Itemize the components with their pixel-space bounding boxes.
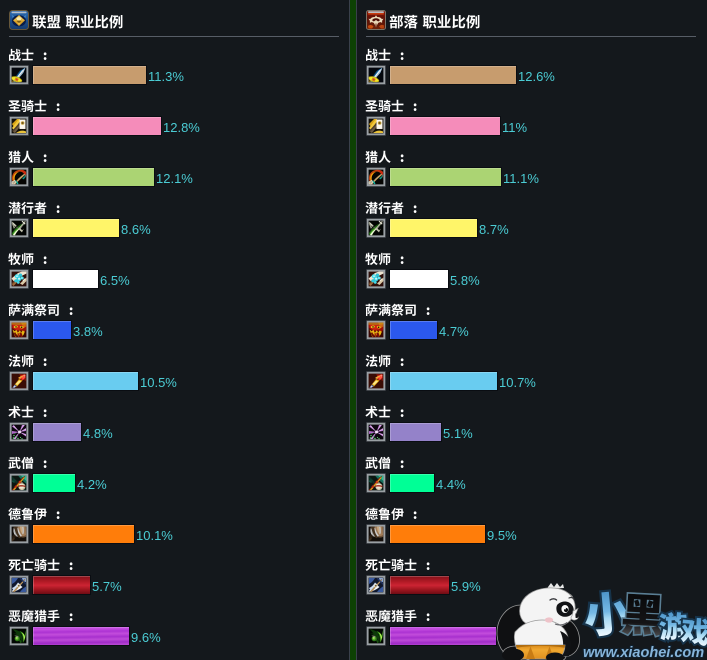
svg-text:www.xiaohei.com: www.xiaohei.com — [583, 645, 704, 660]
